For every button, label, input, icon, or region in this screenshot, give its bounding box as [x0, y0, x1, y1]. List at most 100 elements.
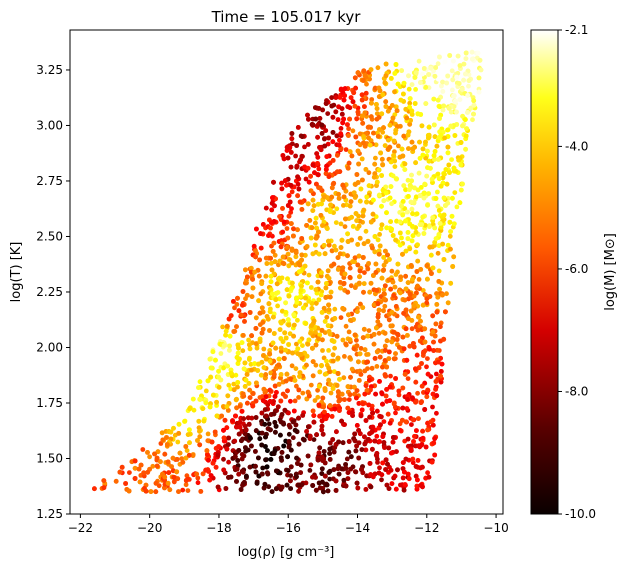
scatter-point [276, 275, 282, 281]
scatter-point [303, 321, 309, 326]
scatter-point [350, 99, 356, 105]
scatter-point [363, 74, 369, 80]
scatter-point [436, 279, 442, 284]
scatter-point [372, 249, 378, 255]
scatter-point [390, 279, 396, 285]
scatter-point [433, 196, 439, 201]
scatter-point [370, 424, 376, 430]
scatter-point [197, 434, 203, 440]
scatter-point [241, 366, 247, 372]
scatter-point [213, 357, 218, 363]
scatter-point [440, 241, 445, 247]
scatter-point [387, 257, 392, 262]
scatter-point [415, 258, 421, 264]
scatter-point [321, 305, 327, 311]
scatter-point [171, 479, 177, 485]
scatter-point [424, 263, 430, 269]
scatter-point [185, 432, 191, 437]
scatter-point [457, 200, 463, 206]
scatter-point [380, 162, 386, 168]
scatter-point [319, 466, 325, 472]
scatter-point [362, 347, 368, 353]
scatter-point [373, 391, 378, 397]
chart-title: Time = 105.017 kyr [211, 8, 362, 26]
scatter-point [375, 134, 381, 139]
scatter-point [190, 453, 196, 458]
scatter-point [329, 338, 335, 343]
scatter-point [329, 103, 335, 109]
scatter-point [141, 470, 147, 476]
scatter-point [363, 418, 369, 423]
scatter-point [175, 439, 181, 445]
scatter-point [393, 304, 399, 309]
scatter-point [394, 108, 400, 114]
scatter-point [380, 364, 385, 370]
scatter-point [354, 218, 360, 224]
scatter-point [400, 385, 406, 391]
scatter-point [333, 247, 339, 253]
scatter-point [288, 150, 294, 155]
scatter-point [288, 221, 294, 227]
scatter-point [414, 269, 420, 274]
scatter-point [221, 467, 227, 473]
scatter-point [284, 244, 290, 250]
scatter-point [292, 427, 298, 433]
scatter-point [421, 390, 426, 395]
scatter-point [404, 115, 410, 121]
scatter-point [319, 418, 325, 424]
scatter-point [451, 58, 456, 64]
scatter-point [258, 291, 264, 297]
scatter-point [381, 267, 386, 273]
scatter-point [299, 252, 305, 258]
scatter-point [233, 397, 239, 403]
scatter-point [249, 333, 255, 339]
scatter-point [380, 401, 385, 407]
scatter-point [410, 456, 416, 462]
scatter-point [209, 439, 215, 445]
scatter-point [155, 449, 161, 455]
scatter-point [368, 67, 374, 72]
scatter-point [416, 416, 421, 421]
scatter-point [332, 345, 337, 351]
scatter-point [273, 429, 278, 435]
scatter-points [92, 49, 484, 495]
scatter-point [398, 274, 404, 280]
scatter-point [336, 439, 341, 445]
scatter-point [154, 455, 160, 461]
scatter-point [292, 398, 298, 404]
scatter-point [383, 190, 389, 196]
scatter-point [324, 226, 330, 232]
scatter-point [377, 243, 383, 249]
scatter-point [387, 122, 393, 128]
scatter-point [327, 209, 333, 214]
scatter-point [313, 362, 319, 368]
scatter-point [295, 461, 300, 466]
scatter-point [346, 397, 352, 402]
scatter-point [382, 445, 387, 450]
scatter-point [298, 352, 304, 357]
scatter-point [379, 472, 385, 478]
scatter-point [325, 488, 331, 494]
scatter-point [387, 384, 393, 390]
scatter-point [402, 161, 408, 167]
scatter-point [461, 77, 466, 83]
scatter-point [395, 81, 401, 87]
scatter-point [342, 422, 347, 427]
scatter-point [405, 209, 410, 215]
scatter-point [360, 120, 366, 126]
scatter-point [263, 273, 269, 279]
scatter-point [270, 249, 276, 254]
scatter-point [256, 273, 262, 279]
scatter-point [256, 473, 262, 479]
scatter-point [397, 230, 403, 236]
scatter-point [388, 184, 394, 190]
scatter-point [397, 219, 403, 225]
scatter-point [398, 482, 403, 488]
scatter-point [337, 251, 343, 257]
scatter-point [381, 440, 387, 445]
scatter-point [304, 244, 310, 249]
scatter-point [426, 158, 432, 164]
scatter-point [417, 139, 422, 145]
scatter-point [335, 267, 341, 272]
